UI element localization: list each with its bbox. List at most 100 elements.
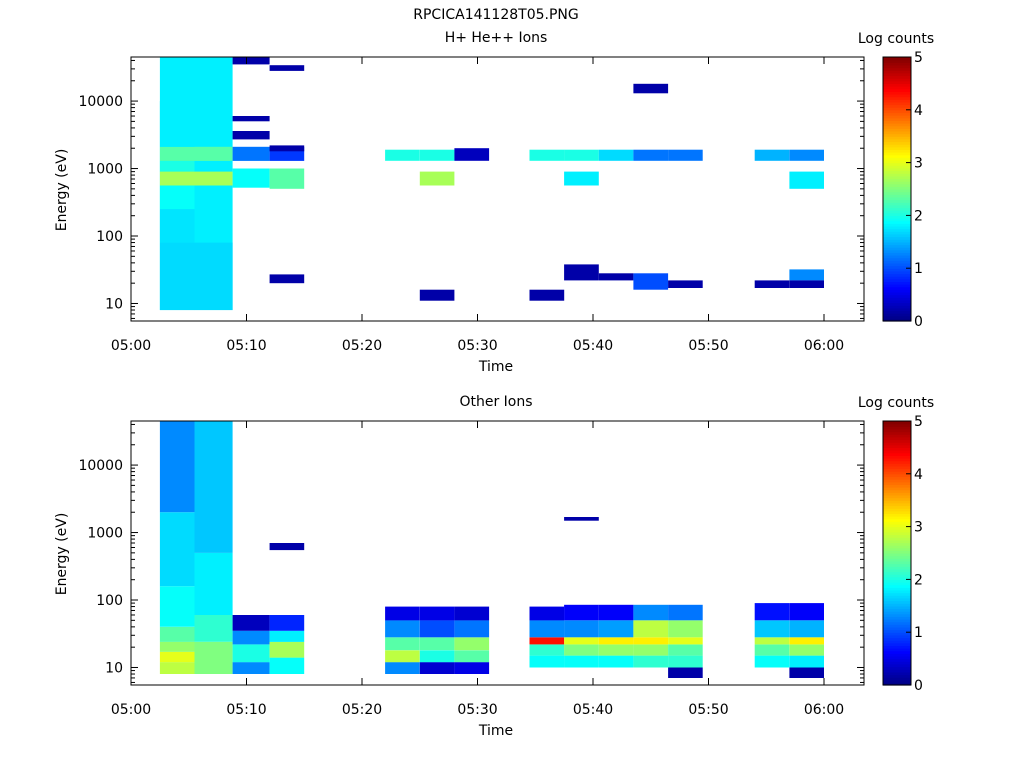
y-tick-label: 100 xyxy=(96,229,123,245)
heatmap-cell xyxy=(385,149,420,161)
colorbar-segment xyxy=(883,291,911,296)
heatmap-cell xyxy=(789,644,824,656)
heatmap-cell xyxy=(668,644,703,656)
heatmap-cell xyxy=(754,603,790,621)
heatmap-cell xyxy=(159,101,195,147)
heatmap-cell xyxy=(232,146,270,161)
colorbar-tick-label: 5 xyxy=(914,50,923,66)
colorbar-segment xyxy=(883,526,911,530)
colorbar-segment xyxy=(883,210,911,214)
panel-h-he-ions: H+ He++ Ions Energy (eV) Time Log counts… xyxy=(54,30,934,375)
heatmap-cell xyxy=(789,655,824,668)
heatmap-cell xyxy=(789,637,824,645)
heatmap-cell xyxy=(232,168,270,188)
heatmap-cell xyxy=(668,667,703,678)
colorbar-segment xyxy=(883,286,911,290)
heatmap-cell xyxy=(232,630,270,645)
colorbar-segment xyxy=(883,621,911,625)
heatmap-cell xyxy=(194,641,233,674)
colorbar-segment xyxy=(883,154,911,158)
heatmap-cell xyxy=(454,650,490,663)
heatmap-cell xyxy=(564,637,599,645)
colorbar-segment xyxy=(883,239,911,243)
colorbar-segment xyxy=(883,605,911,610)
heatmap-cell xyxy=(668,655,703,668)
colorbar-segment xyxy=(883,677,911,681)
heatmap-cell xyxy=(194,615,233,642)
heatmap-cell xyxy=(159,209,195,243)
y-tick-label: 1000 xyxy=(87,162,123,178)
colorbar-segment xyxy=(883,104,911,108)
colorbar-segment xyxy=(883,650,911,654)
panel-title: Other Ions xyxy=(459,394,532,410)
colorbar-segment xyxy=(883,608,911,612)
x-tick-label: 06:00 xyxy=(804,338,844,354)
colorbar-segment xyxy=(883,170,911,174)
colorbar-segment xyxy=(883,669,911,673)
colorbar-segment xyxy=(883,149,911,153)
y-tick-label: 10000 xyxy=(78,458,123,474)
colorbar-tick-label: 3 xyxy=(914,156,923,172)
colorbar-segment xyxy=(883,64,911,69)
heatmap-cell xyxy=(419,650,455,663)
colorbar-segment xyxy=(883,101,911,106)
colorbar-segment xyxy=(883,152,911,156)
heatmap-cell xyxy=(419,289,455,301)
colorbar-segment xyxy=(883,265,911,269)
colorbar-segment xyxy=(883,574,911,578)
colorbar-segment xyxy=(883,494,911,499)
colorbar-segment xyxy=(883,220,911,224)
colorbar-segment xyxy=(883,315,911,319)
heatmap-cell xyxy=(633,149,669,161)
colorbar-segment xyxy=(883,555,911,559)
colorbar-segment xyxy=(883,576,911,580)
x-axis-label: Time xyxy=(478,359,513,375)
colorbar-segment xyxy=(883,547,911,551)
colorbar-segment xyxy=(883,455,911,459)
colorbar-segment xyxy=(883,144,911,148)
heatmap-cell xyxy=(598,620,634,638)
colorbar-segment xyxy=(883,138,911,143)
heatmap-cell xyxy=(269,274,305,284)
colorbar-segment xyxy=(883,534,911,538)
colorbar-segment xyxy=(883,629,911,633)
colorbar-segment xyxy=(883,471,911,475)
heatmap-cell xyxy=(269,615,305,631)
heatmap-cell xyxy=(159,512,195,587)
colorbar-frame xyxy=(882,420,912,686)
plot-frame xyxy=(130,56,865,322)
heatmap-cell xyxy=(232,644,270,663)
heatmap-cell xyxy=(159,171,195,186)
colorbar-segment xyxy=(883,421,911,425)
heatmap-cell xyxy=(598,604,634,621)
colorbar-tick-label: 4 xyxy=(914,103,923,119)
colorbar-segment xyxy=(883,107,911,111)
x-tick-label: 05:50 xyxy=(688,702,728,718)
colorbar-tick-label: 1 xyxy=(914,261,923,277)
colorbar-segment xyxy=(883,80,911,84)
colorbar-segment xyxy=(883,505,911,509)
colorbar-segment xyxy=(883,189,911,193)
heatmap-cell xyxy=(194,146,233,161)
heatmap-cell xyxy=(564,517,599,521)
colorbar-segment xyxy=(883,247,911,251)
colorbar-segment xyxy=(883,637,911,641)
colorbar-segment xyxy=(883,199,911,203)
colorbar-segment xyxy=(883,558,911,562)
colorbar-segment xyxy=(883,468,911,472)
colorbar-segment xyxy=(883,560,911,565)
colorbar-segment xyxy=(883,571,911,575)
heatmap-cell xyxy=(529,289,565,301)
colorbar-segment xyxy=(883,255,911,259)
colorbar-segment xyxy=(883,603,911,607)
colorbar-segment xyxy=(883,70,911,74)
colorbar-segment xyxy=(883,626,911,631)
colorbar-segment xyxy=(883,550,911,554)
colorbar-segment xyxy=(883,294,911,298)
colorbar-segment xyxy=(883,228,911,232)
colorbar-segment xyxy=(883,93,911,98)
colorbar: 0 1 2 3 4 5 xyxy=(882,50,923,330)
x-tick-label: 05:40 xyxy=(573,338,613,354)
colorbar-segment xyxy=(883,83,911,87)
